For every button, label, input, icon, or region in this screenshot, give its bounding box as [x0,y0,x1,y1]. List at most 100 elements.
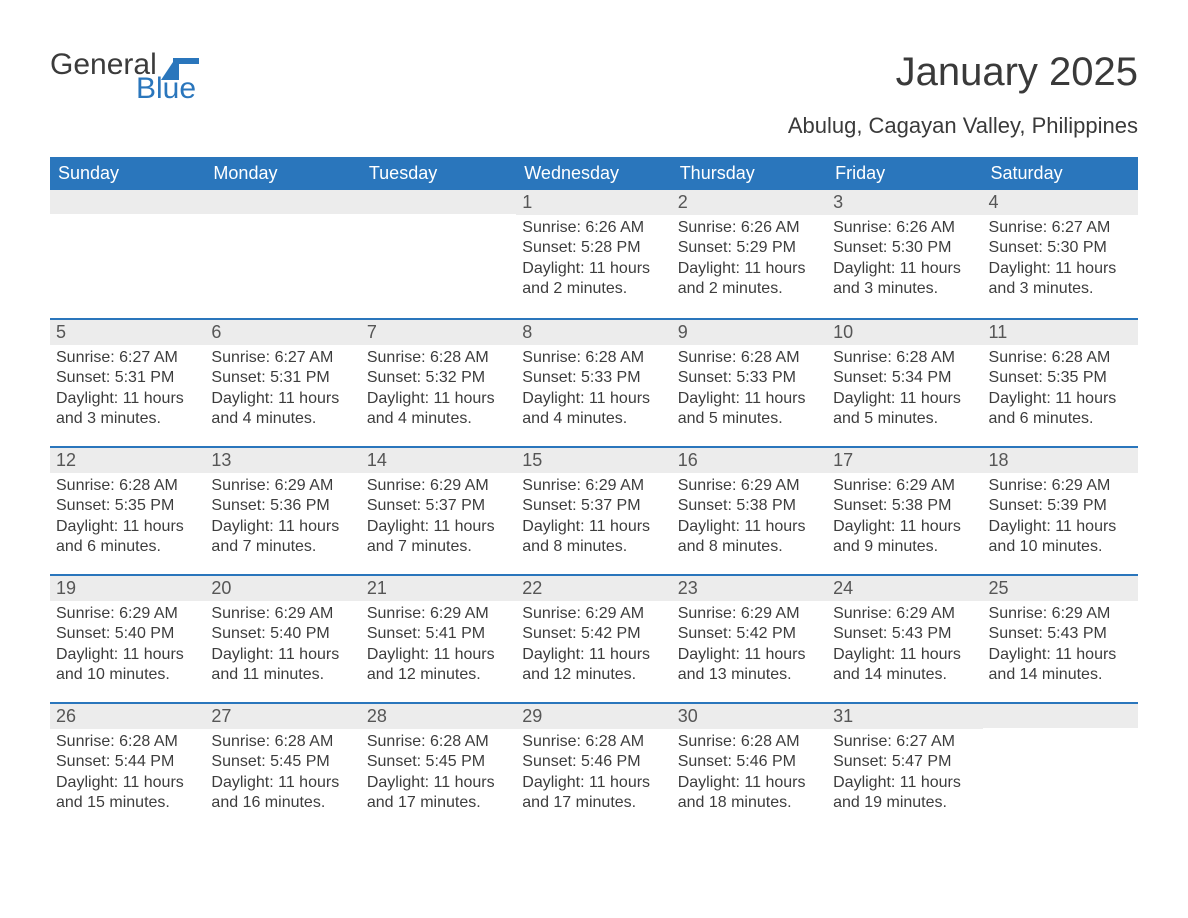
sunrise-line: Sunrise: 6:27 AM [211,348,354,368]
day-body: Sunrise: 6:28 AMSunset: 5:33 PMDaylight:… [672,345,827,440]
sunset-line: Sunset: 5:30 PM [989,238,1132,258]
day-number: 16 [672,448,827,473]
day-header-cell: Wednesday [516,157,671,190]
sunrise-line: Sunrise: 6:29 AM [522,476,665,496]
day-cell: 12Sunrise: 6:28 AMSunset: 5:35 PMDayligh… [50,448,205,574]
day-cell: 19Sunrise: 6:29 AMSunset: 5:40 PMDayligh… [50,576,205,702]
sunset-line: Sunset: 5:45 PM [211,752,354,772]
day-cell: 22Sunrise: 6:29 AMSunset: 5:42 PMDayligh… [516,576,671,702]
day-cell: 2Sunrise: 6:26 AMSunset: 5:29 PMDaylight… [672,190,827,318]
day-body: Sunrise: 6:29 AMSunset: 5:36 PMDaylight:… [205,473,360,568]
sunrise-line: Sunrise: 6:29 AM [211,476,354,496]
day-body: Sunrise: 6:29 AMSunset: 5:42 PMDaylight:… [516,601,671,696]
sunrise-line: Sunrise: 6:29 AM [367,476,510,496]
daylight-line: Daylight: 11 hours and 5 minutes. [833,389,976,430]
sunset-line: Sunset: 5:40 PM [56,624,199,644]
day-cell: 29Sunrise: 6:28 AMSunset: 5:46 PMDayligh… [516,704,671,830]
day-header-cell: Friday [827,157,982,190]
day-header-cell: Tuesday [361,157,516,190]
day-cell [205,190,360,318]
day-number: 11 [983,320,1138,345]
day-number: 24 [827,576,982,601]
sunset-line: Sunset: 5:44 PM [56,752,199,772]
week-row: 12Sunrise: 6:28 AMSunset: 5:35 PMDayligh… [50,446,1138,574]
day-body: Sunrise: 6:26 AMSunset: 5:29 PMDaylight:… [672,215,827,310]
sunrise-line: Sunrise: 6:29 AM [989,604,1132,624]
day-cell: 26Sunrise: 6:28 AMSunset: 5:44 PMDayligh… [50,704,205,830]
sunset-line: Sunset: 5:28 PM [522,238,665,258]
weeks-container: 1Sunrise: 6:26 AMSunset: 5:28 PMDaylight… [50,190,1138,830]
sunrise-line: Sunrise: 6:26 AM [833,218,976,238]
sunrise-line: Sunrise: 6:29 AM [56,604,199,624]
day-cell: 9Sunrise: 6:28 AMSunset: 5:33 PMDaylight… [672,320,827,446]
daylight-line: Daylight: 11 hours and 15 minutes. [56,773,199,814]
daylight-line: Daylight: 11 hours and 18 minutes. [678,773,821,814]
sunset-line: Sunset: 5:31 PM [211,368,354,388]
day-cell: 10Sunrise: 6:28 AMSunset: 5:34 PMDayligh… [827,320,982,446]
daylight-line: Daylight: 11 hours and 7 minutes. [211,517,354,558]
daylight-line: Daylight: 11 hours and 10 minutes. [989,517,1132,558]
day-number: 14 [361,448,516,473]
sunrise-line: Sunrise: 6:27 AM [833,732,976,752]
sunset-line: Sunset: 5:42 PM [522,624,665,644]
day-cell: 23Sunrise: 6:29 AMSunset: 5:42 PMDayligh… [672,576,827,702]
sunset-line: Sunset: 5:46 PM [678,752,821,772]
sunset-line: Sunset: 5:46 PM [522,752,665,772]
sunset-line: Sunset: 5:39 PM [989,496,1132,516]
day-cell: 5Sunrise: 6:27 AMSunset: 5:31 PMDaylight… [50,320,205,446]
calendar: Sunday Monday Tuesday Wednesday Thursday… [50,157,1138,830]
sunset-line: Sunset: 5:42 PM [678,624,821,644]
day-cell: 25Sunrise: 6:29 AMSunset: 5:43 PMDayligh… [983,576,1138,702]
day-number: 27 [205,704,360,729]
daylight-line: Daylight: 11 hours and 12 minutes. [367,645,510,686]
day-number: 13 [205,448,360,473]
day-number: 2 [672,190,827,215]
day-number: 3 [827,190,982,215]
sunset-line: Sunset: 5:41 PM [367,624,510,644]
page-subtitle: Abulug, Cagayan Valley, Philippines [788,113,1138,139]
sunrise-line: Sunrise: 6:29 AM [833,476,976,496]
day-body: Sunrise: 6:26 AMSunset: 5:28 PMDaylight:… [516,215,671,310]
logo-text-blue: Blue [136,74,199,104]
day-body: Sunrise: 6:28 AMSunset: 5:46 PMDaylight:… [672,729,827,824]
day-number: 9 [672,320,827,345]
daylight-line: Daylight: 11 hours and 10 minutes. [56,645,199,686]
week-row: 1Sunrise: 6:26 AMSunset: 5:28 PMDaylight… [50,190,1138,318]
daylight-line: Daylight: 11 hours and 3 minutes. [833,259,976,300]
day-body: Sunrise: 6:29 AMSunset: 5:41 PMDaylight:… [361,601,516,696]
sunset-line: Sunset: 5:38 PM [833,496,976,516]
day-number: 29 [516,704,671,729]
sunrise-line: Sunrise: 6:28 AM [367,732,510,752]
daylight-line: Daylight: 11 hours and 4 minutes. [211,389,354,430]
day-body: Sunrise: 6:29 AMSunset: 5:40 PMDaylight:… [205,601,360,696]
daylight-line: Daylight: 11 hours and 5 minutes. [678,389,821,430]
sunset-line: Sunset: 5:31 PM [56,368,199,388]
day-body: Sunrise: 6:29 AMSunset: 5:37 PMDaylight:… [361,473,516,568]
sunrise-line: Sunrise: 6:29 AM [522,604,665,624]
day-number: 21 [361,576,516,601]
daylight-line: Daylight: 11 hours and 8 minutes. [522,517,665,558]
day-header-row: Sunday Monday Tuesday Wednesday Thursday… [50,157,1138,190]
sunrise-line: Sunrise: 6:27 AM [989,218,1132,238]
sunrise-line: Sunrise: 6:28 AM [678,348,821,368]
daylight-line: Daylight: 11 hours and 4 minutes. [522,389,665,430]
sunrise-line: Sunrise: 6:28 AM [522,348,665,368]
daylight-line: Daylight: 11 hours and 14 minutes. [833,645,976,686]
sunrise-line: Sunrise: 6:28 AM [989,348,1132,368]
day-header-cell: Thursday [672,157,827,190]
daylight-line: Daylight: 11 hours and 17 minutes. [367,773,510,814]
week-row: 5Sunrise: 6:27 AMSunset: 5:31 PMDaylight… [50,318,1138,446]
day-body: Sunrise: 6:28 AMSunset: 5:35 PMDaylight:… [50,473,205,568]
day-body [361,214,516,227]
day-body: Sunrise: 6:28 AMSunset: 5:33 PMDaylight:… [516,345,671,440]
day-number: 17 [827,448,982,473]
day-number: 26 [50,704,205,729]
header: General Blue January 2025 Abulug, Cagaya… [50,50,1138,149]
page-title: January 2025 [788,50,1138,95]
sunset-line: Sunset: 5:38 PM [678,496,821,516]
sunrise-line: Sunrise: 6:27 AM [56,348,199,368]
day-header-cell: Sunday [50,157,205,190]
day-number: 28 [361,704,516,729]
daylight-line: Daylight: 11 hours and 9 minutes. [833,517,976,558]
sunrise-line: Sunrise: 6:29 AM [367,604,510,624]
